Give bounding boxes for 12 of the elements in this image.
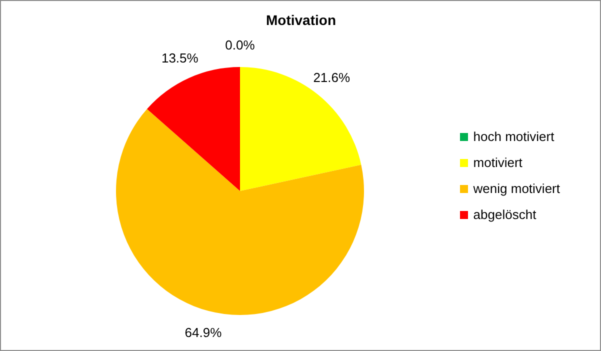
data-label: 64.9% [184,324,222,340]
pie-slice [240,67,362,191]
pie-slice [116,108,364,315]
legend-label: hoch motiviert [473,128,554,146]
data-label: 21.6% [313,70,351,85]
legend-label: abgelöscht [473,206,536,224]
data-label: 13.5% [161,50,199,66]
text: 0.0% [225,38,255,52]
legend-label: wenig motiviert [473,180,560,198]
pie-slice [146,67,240,191]
legend-label: motiviert [473,154,522,172]
chart-title: Motivation [266,12,336,28]
